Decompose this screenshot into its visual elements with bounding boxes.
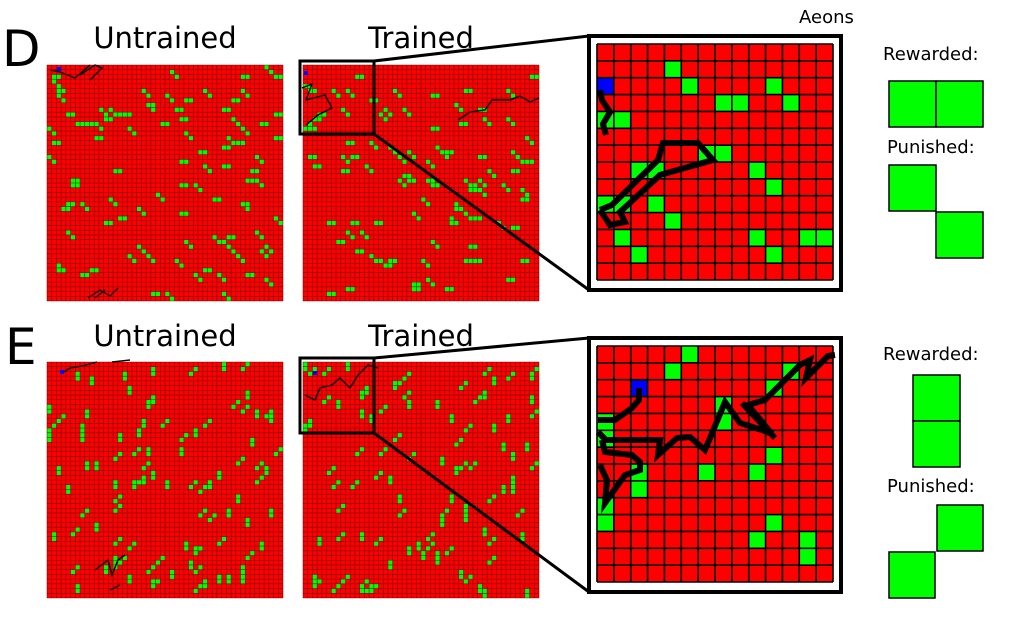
- food-cell: [748, 162, 766, 179]
- food-cell: [799, 548, 817, 566]
- untrained-title-e: Untrained: [93, 319, 237, 353]
- panel-letter-d: D: [2, 20, 41, 78]
- agent-path-e2: [595, 352, 836, 463]
- rewarded-label-d: Rewarded:: [883, 44, 979, 65]
- food-cell: [597, 514, 614, 532]
- food-cell: [765, 77, 783, 95]
- zoom-line-d-bottom: [373, 132, 590, 292]
- food-cell: [731, 94, 749, 112]
- rewarded-square-1-e: [912, 374, 961, 422]
- food-cell: [765, 514, 783, 532]
- food-cell: [613, 111, 631, 129]
- agent-path-e: [598, 388, 642, 423]
- food-cell: [681, 77, 699, 95]
- food-cell: [630, 246, 648, 264]
- food-cell: [698, 464, 715, 481]
- punished-square-2-e: [888, 551, 936, 599]
- punished-square-2-d: [935, 211, 984, 259]
- food-cell: [715, 94, 732, 112]
- food-cell: [664, 362, 682, 380]
- trained-title-e: Trained: [368, 319, 474, 353]
- rewarded-square-2-d: [935, 80, 984, 128]
- food-cell: [630, 480, 648, 498]
- rewarded-square-1-d: [888, 80, 937, 128]
- food-cell: [799, 229, 817, 247]
- agent-path-d2: [597, 140, 719, 229]
- food-cell: [613, 229, 631, 247]
- trained-title-d: Trained: [368, 21, 474, 55]
- food-cell: [748, 229, 766, 247]
- food-cell: [647, 195, 665, 213]
- punished-square-1-e: [936, 504, 984, 552]
- food-cell: [765, 447, 783, 464]
- food-cell: [715, 145, 732, 162]
- zoom-box-d: [298, 59, 376, 136]
- food-cell: [765, 178, 783, 196]
- zoom-line-d-top: [373, 34, 590, 63]
- aeons-label: Aeons: [799, 7, 854, 28]
- zoom-line-e-bottom: [373, 431, 590, 594]
- zoom-box-e: [298, 356, 376, 435]
- punished-square-1-d: [888, 164, 937, 212]
- rewarded-label-e: Rewarded:: [883, 344, 979, 365]
- zoom-line-e-top: [373, 336, 590, 360]
- food-cell: [799, 531, 817, 549]
- untrained-title-d: Untrained: [93, 21, 237, 55]
- food-cell: [748, 531, 766, 549]
- panel-letter-e: E: [5, 318, 37, 376]
- agent-path-d: [597, 89, 614, 136]
- punished-label-e: Punished:: [887, 476, 975, 497]
- food-cell: [664, 60, 682, 78]
- food-cell: [681, 346, 699, 363]
- food-cell: [765, 246, 783, 264]
- food-cell: [748, 464, 766, 481]
- punished-label-d: Punished:: [887, 137, 975, 158]
- food-cell: [816, 229, 833, 247]
- food-cell: [782, 94, 800, 112]
- rewarded-square-2-e: [912, 420, 961, 468]
- food-cell: [664, 212, 682, 230]
